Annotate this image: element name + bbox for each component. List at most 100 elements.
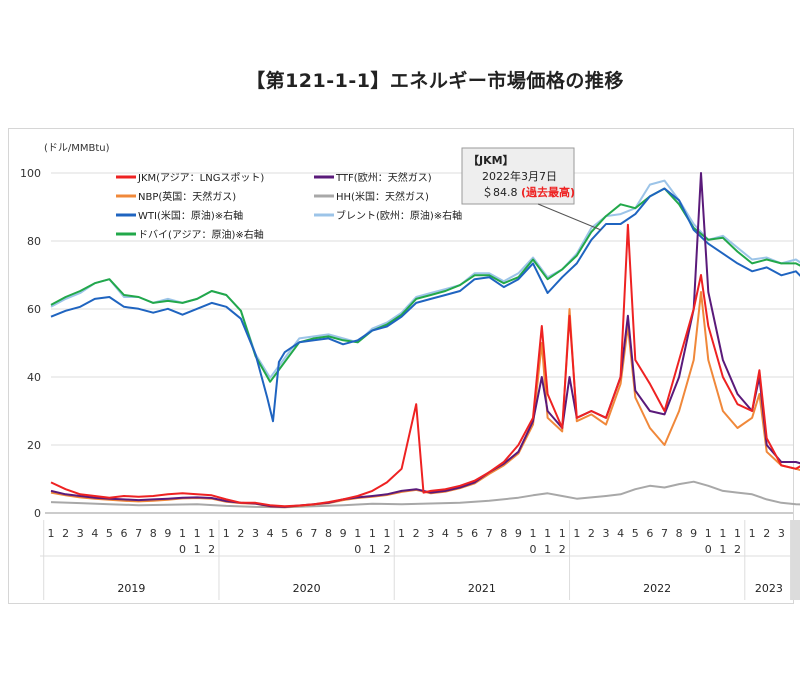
- x-tick-label: 1: [369, 543, 376, 556]
- y-tick-label: 20: [27, 439, 41, 452]
- callout-date: 2022年3月7日: [482, 169, 557, 183]
- x-tick-label: 1: [719, 543, 726, 556]
- x-tick-label: 1: [544, 543, 551, 556]
- x-tick-label: 3: [427, 527, 434, 540]
- x-tick-label: 1: [194, 543, 201, 556]
- x-tick-label: 8: [676, 527, 683, 540]
- x-tick-label: 1: [719, 527, 726, 540]
- page-title: 【第121-1-1】エネルギー市場価格の推移: [246, 70, 624, 92]
- x-tick-label: 5: [281, 527, 288, 540]
- callout-pointer: [537, 203, 602, 231]
- x-tick-label: 5: [456, 527, 463, 540]
- x-tick-label: 2: [763, 527, 770, 540]
- callout-value-amount: ＄84.8: [482, 185, 518, 199]
- y-tick-label: 100: [20, 167, 41, 180]
- x-tick-label: 3: [252, 527, 259, 540]
- x-tick-label: 9: [340, 527, 347, 540]
- x-tick-label: 1: [369, 527, 376, 540]
- y-axis-ticks: 0 20 40 60 80 100: [20, 167, 41, 520]
- x-tick-label: 3: [77, 527, 84, 540]
- x-tick-label: 0: [530, 543, 537, 556]
- x-tick-label: 2: [588, 527, 595, 540]
- x-tick-label: 1: [223, 527, 230, 540]
- x-tick-label: 8: [325, 527, 332, 540]
- jkm-callout: 【JKM】 2022年3月7日 ＄84.8 (過去最高): [461, 147, 602, 231]
- x-tick-label: 1: [179, 527, 186, 540]
- legend-label: ブレント(欧州：原油)※右軸: [336, 209, 462, 222]
- callout-box: [461, 147, 575, 205]
- x-tick-label: 1: [48, 527, 55, 540]
- callout-title: 【JKM】: [468, 154, 514, 167]
- x-tick-label: 2: [559, 543, 566, 556]
- series-line-3: [50, 480, 800, 509]
- y-tick-label: 40: [27, 371, 41, 384]
- x-tick-label: 8: [150, 527, 157, 540]
- x-tick-label: 0: [705, 543, 712, 556]
- series-line-2: [50, 291, 800, 509]
- gridlines: [51, 172, 793, 514]
- series-line-4: [50, 187, 800, 423]
- x-tick-label: 1: [734, 527, 741, 540]
- x-tick-label: 7: [486, 527, 493, 540]
- latest-month-band: [790, 520, 800, 600]
- x-tick-label: 4: [617, 527, 624, 540]
- year-label: 2020: [293, 582, 321, 595]
- y-tick-label: 0: [34, 507, 41, 520]
- x-tick-label: 2: [237, 527, 244, 540]
- x-tick-label: 2: [208, 543, 215, 556]
- legend-label: ドバイ(アジア：原油)※右軸: [138, 228, 264, 241]
- y-axis-unit-label: (ドル/MMBtu): [44, 143, 110, 154]
- legend-label: JKM(アジア：LNGスポット): [137, 172, 264, 184]
- legend-label: NBP(英国：天然ガス): [138, 190, 236, 203]
- year-label: 2019: [117, 582, 145, 595]
- x-tick-label: 3: [778, 527, 785, 540]
- series-line-0: [50, 223, 800, 508]
- x-tick-label: 1: [705, 527, 712, 540]
- x-tick-label: 1: [559, 527, 566, 540]
- legend-label: HH(米国：天然ガス): [336, 190, 429, 203]
- x-tick-label: 1: [749, 527, 756, 540]
- year-label: 2021: [468, 582, 496, 595]
- x-tick-label: 0: [179, 543, 186, 556]
- legend-label: WTI(米国：原油)※右軸: [138, 209, 243, 222]
- x-tick-label: 1: [194, 527, 201, 540]
- x-tick-label: 3: [603, 527, 610, 540]
- x-tick-label: 6: [471, 527, 478, 540]
- chart-frame: [8, 128, 794, 604]
- series-layer: [50, 172, 800, 509]
- x-tick-label: 2: [413, 527, 420, 540]
- x-tick-label: 7: [135, 527, 142, 540]
- x-tick-label: 9: [515, 527, 522, 540]
- y-tick-label: 60: [27, 303, 41, 316]
- x-tick-label: 5: [632, 527, 639, 540]
- x-tick-label: 0: [354, 543, 361, 556]
- x-tick-label: 5: [106, 527, 113, 540]
- legend-label: TTF(欧州：天然ガス): [335, 171, 432, 184]
- series-line-1: [50, 172, 800, 508]
- x-tick-label: 7: [661, 527, 668, 540]
- x-tick-label: 4: [267, 527, 274, 540]
- x-tick-label: 8: [500, 527, 507, 540]
- x-tick-label: 1: [573, 527, 580, 540]
- x-tick-label: 6: [646, 527, 653, 540]
- x-tick-label: 1: [398, 527, 405, 540]
- y-tick-label: 80: [27, 235, 41, 248]
- x-tick-label: 1: [530, 527, 537, 540]
- x-tick-label: 6: [296, 527, 303, 540]
- x-tick-label: 2: [62, 527, 69, 540]
- year-label: 2023: [755, 582, 783, 595]
- legend: JKM(アジア：LNGスポット) TTF(欧州：天然ガス) NBP(英国：天然ガス)…: [116, 171, 462, 241]
- x-tick-label: 9: [164, 527, 171, 540]
- x-tick-label: 2: [734, 543, 741, 556]
- x-tick-label: 4: [442, 527, 449, 540]
- x-tick-label: 1: [354, 527, 361, 540]
- callout-value: ＄84.8 (過去最高): [482, 185, 575, 199]
- x-tick-label: 7: [310, 527, 317, 540]
- year-label: 2022: [643, 582, 671, 595]
- x-tick-label: 1: [208, 527, 215, 540]
- x-tick-label: 1: [383, 527, 390, 540]
- x-tick-label: 1: [544, 527, 551, 540]
- x-tick-label: 4: [91, 527, 98, 540]
